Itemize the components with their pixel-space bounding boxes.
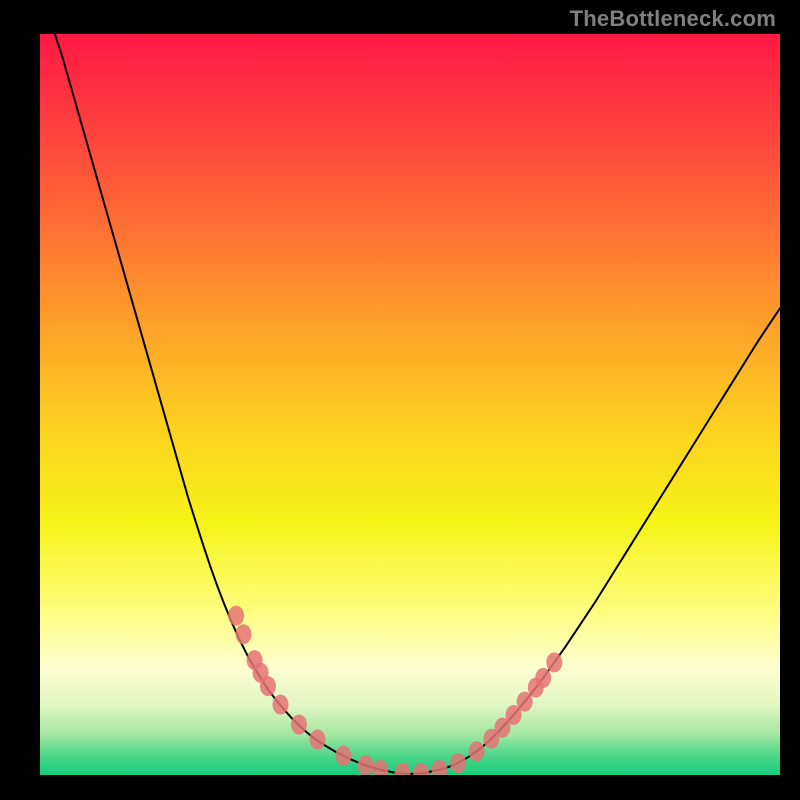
plot-area: [40, 34, 780, 775]
data-marker: [450, 753, 466, 773]
chart-svg: [40, 34, 780, 775]
data-marker: [546, 652, 562, 672]
gradient-background: [40, 34, 780, 775]
data-marker: [358, 755, 374, 775]
data-marker: [260, 676, 276, 696]
data-marker: [469, 741, 485, 761]
data-marker: [291, 715, 307, 735]
data-marker: [335, 746, 351, 766]
data-marker: [273, 695, 289, 715]
data-marker: [535, 668, 551, 688]
data-marker: [228, 606, 244, 626]
data-marker: [236, 624, 252, 644]
watermark-label: TheBottleneck.com: [570, 6, 776, 31]
data-marker: [310, 729, 326, 749]
watermark-text: TheBottleneck.com: [570, 6, 776, 32]
